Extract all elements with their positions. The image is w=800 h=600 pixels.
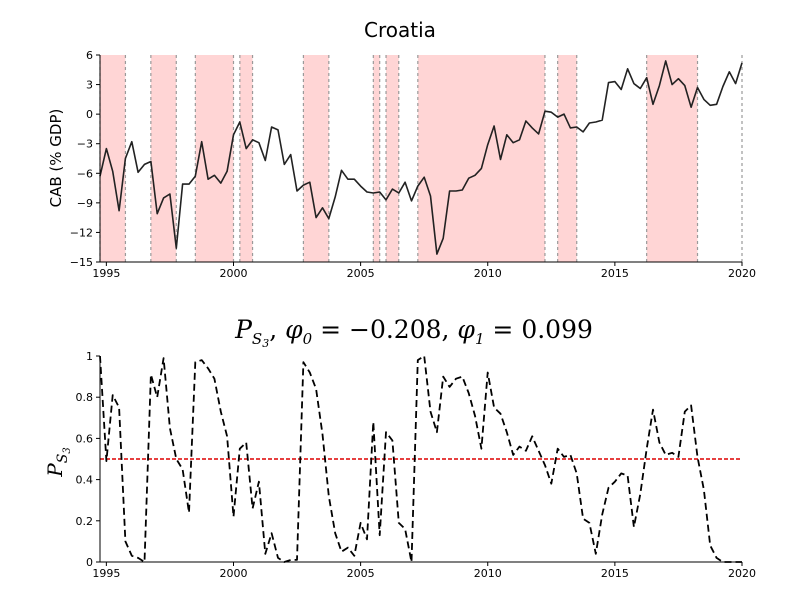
y-tick-label: −6 — [77, 167, 93, 180]
top-chart-highlight-bands — [100, 55, 698, 262]
y-tick-label: 0.4 — [76, 474, 94, 487]
bottom-chart: PS3, φ0 = −0.208, φ1 = 0.099 00.20.40.60… — [43, 315, 756, 580]
y-tick-label: 3 — [86, 79, 93, 92]
x-tick-label: 2000 — [219, 567, 247, 580]
y-tick-label: 0.6 — [76, 432, 94, 445]
title-sub-s: S — [252, 330, 262, 348]
y-tick-label: 0.8 — [76, 391, 94, 404]
y-tick-label: −3 — [77, 138, 93, 151]
x-tick-label: 2005 — [347, 267, 375, 280]
title-sub-3: 3 — [262, 337, 269, 350]
x-tick-label: 2015 — [601, 267, 629, 280]
highlight-band — [150, 55, 177, 262]
x-tick-label: 2000 — [219, 267, 247, 280]
x-tick-label: 1995 — [92, 267, 120, 280]
highlight-band — [239, 55, 253, 262]
top-chart-band-edges — [99, 55, 743, 262]
highlight-band — [646, 55, 698, 262]
title-eq1: = 0.099 — [484, 315, 592, 344]
y-tick-label: −15 — [70, 256, 93, 269]
x-tick-label: 2010 — [474, 567, 502, 580]
y-tick-label: 1 — [86, 350, 93, 363]
title-phi1: φ — [457, 315, 475, 344]
y-tick-label: 6 — [86, 49, 93, 62]
bottom-chart-y-label: PS3 — [43, 447, 73, 477]
top-chart-series — [99, 60, 743, 255]
highlight-band — [417, 55, 545, 262]
bottom-chart-series — [99, 355, 742, 563]
x-tick-label: 2015 — [601, 567, 629, 580]
x-tick-label: 2010 — [474, 267, 502, 280]
title-sub-1: 1 — [475, 330, 485, 348]
cab-line — [99, 60, 743, 255]
x-tick-label: 2020 — [728, 567, 756, 580]
title-eq0: = −0.208, — [312, 315, 457, 344]
y-tick-label: −12 — [70, 226, 93, 239]
x-tick-label: 2005 — [347, 567, 375, 580]
top-chart-y-label: CAB (% GDP) — [47, 109, 65, 208]
title-phi0: φ — [285, 315, 303, 344]
highlight-band — [373, 55, 380, 262]
highlight-band — [303, 55, 329, 262]
title-p: P — [234, 315, 253, 344]
y-tick-label: −9 — [77, 197, 93, 210]
top-chart-title: Croatia — [364, 18, 436, 42]
highlight-band — [386, 55, 399, 262]
y-tick-label: 0 — [86, 556, 93, 569]
bottom-chart-title: PS3, φ0 = −0.208, φ1 = 0.099 — [234, 315, 593, 350]
x-tick-label: 2020 — [728, 267, 756, 280]
bottom-chart-axes: 0 0.2 0.4 0.6 0.8 1 1995 2000 2005 2010 2015 2020 — [76, 350, 757, 580]
probability-line — [99, 355, 742, 563]
highlight-band — [195, 55, 234, 262]
title-comma: , — [269, 315, 285, 344]
title-sub-0: 0 — [303, 330, 313, 348]
highlight-band — [557, 55, 577, 262]
y-tick-label: 0 — [86, 108, 93, 121]
y-tick-label: 0.2 — [76, 515, 94, 528]
x-tick-label: 1995 — [92, 567, 120, 580]
